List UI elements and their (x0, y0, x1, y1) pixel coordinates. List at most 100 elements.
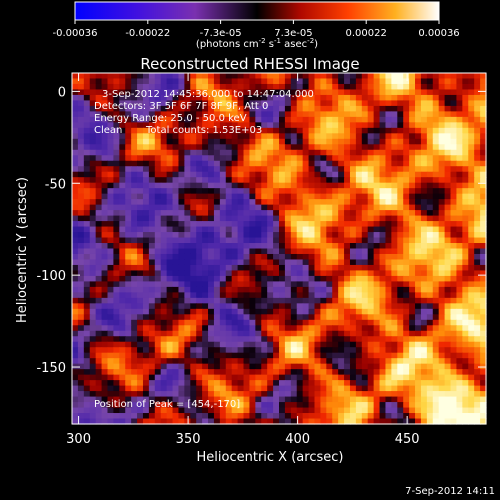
heatmap-cell (273, 259, 280, 266)
heatmap-cell (284, 347, 292, 354)
heatmap-cell (225, 402, 233, 409)
heatmap-cell (202, 286, 209, 293)
heatmap-cell (444, 199, 452, 206)
heatmap-cell (468, 286, 475, 293)
heatmap-cell (344, 127, 351, 134)
heatmap-cell (326, 89, 333, 96)
heatmap-cell (107, 127, 114, 134)
heatmap-cell (213, 78, 221, 85)
heatmap-cell (349, 303, 357, 310)
heatmap-cell (142, 385, 150, 392)
heatmap-cell (237, 303, 245, 310)
heatmap-cell (302, 308, 310, 315)
heatmap-cell (480, 111, 487, 118)
heatmap-cell (284, 83, 292, 91)
heatmap-cell (113, 188, 120, 195)
heatmap-cell (113, 314, 120, 321)
heatmap-cell (83, 275, 91, 282)
heatmap-cell (237, 363, 245, 370)
heatmap-cell (208, 232, 215, 239)
heatmap-cell (296, 253, 304, 261)
heatmap-cell (355, 308, 363, 315)
heatmap-cell (202, 182, 209, 189)
heatmap-cell (219, 237, 227, 244)
heatmap-cell (225, 83, 233, 91)
heatmap-cell (320, 369, 327, 376)
heatmap-cell (255, 374, 262, 381)
heatmap-cell (89, 363, 97, 370)
heatmap-cell (225, 210, 233, 217)
heatmap-cell (202, 292, 209, 299)
heatmap-cell (172, 380, 180, 387)
heatmap-cell (415, 385, 422, 392)
heatmap-cell (113, 303, 120, 310)
heatmap-cell (89, 116, 97, 123)
heatmap-cell (468, 177, 475, 184)
heatmap-cell (243, 418, 251, 425)
heatmap-cell (332, 177, 339, 184)
heatmap-cell (72, 286, 79, 293)
heatmap-cell (397, 188, 404, 195)
heatmap-cell (101, 111, 109, 118)
heatmap-cell (409, 259, 416, 266)
heatmap-cell (320, 144, 327, 151)
heatmap-cell (107, 314, 114, 321)
heatmap-cell (267, 138, 274, 145)
heatmap-cell (196, 73, 203, 80)
heatmap-cell (290, 199, 298, 206)
heatmap-cell (172, 418, 180, 425)
heatmap-cell (148, 413, 156, 420)
heatmap-cell (178, 177, 185, 184)
heatmap-cell (255, 407, 262, 414)
heatmap-cell (237, 243, 245, 250)
heatmap-cell (397, 100, 404, 107)
heatmap-cell (302, 253, 310, 261)
heatmap-cell (438, 341, 446, 348)
heatmap-cell (202, 127, 209, 134)
heatmap-cell (131, 149, 138, 156)
heatmap-cell (72, 221, 79, 228)
heatmap-cell (142, 248, 150, 255)
heatmap-cell (326, 155, 333, 162)
heatmap-cell (231, 380, 239, 387)
heatmap-cell (338, 270, 345, 277)
heatmap-cell (148, 221, 156, 228)
heatmap-cell (255, 363, 262, 370)
heatmap-cell (267, 204, 274, 211)
heatmap-cell (450, 396, 458, 403)
heatmap-cell (178, 341, 185, 348)
heatmap-cell (385, 111, 392, 118)
heatmap-cell (332, 330, 339, 337)
heatmap-cell (190, 380, 197, 387)
heatmap-cell (243, 325, 251, 332)
heatmap-cell (273, 270, 280, 277)
heatmap-cell (320, 166, 327, 173)
heatmap-cell (456, 418, 463, 425)
heatmap-cell (367, 127, 375, 134)
heatmap-cell (326, 275, 333, 282)
heatmap-cell (225, 286, 233, 293)
heatmap-cell (119, 155, 126, 162)
heatmap-cell (243, 182, 251, 189)
heatmap-cell (178, 237, 185, 244)
heatmap-cell (137, 83, 144, 91)
heatmap-cell (450, 111, 458, 118)
heatmap-cell (332, 314, 339, 321)
heatmap-cell (113, 116, 120, 123)
heatmap-cell (213, 138, 221, 145)
heatmap-cell (279, 413, 286, 420)
heatmap-cell (302, 391, 310, 398)
heatmap-cell (480, 100, 487, 107)
heatmap-cell (89, 144, 97, 151)
heatmap-cell (119, 177, 126, 184)
heatmap-cell (237, 264, 245, 272)
heatmap-cell (83, 253, 91, 261)
heatmap-cell (326, 188, 333, 195)
heatmap-cell (202, 303, 209, 310)
heatmap-cell (166, 122, 174, 129)
heatmap-cell (202, 259, 209, 266)
heatmap-cell (184, 391, 191, 398)
heatmap-cell (290, 314, 298, 321)
heatmap-cell (184, 336, 191, 343)
heatmap-cell (290, 171, 298, 178)
